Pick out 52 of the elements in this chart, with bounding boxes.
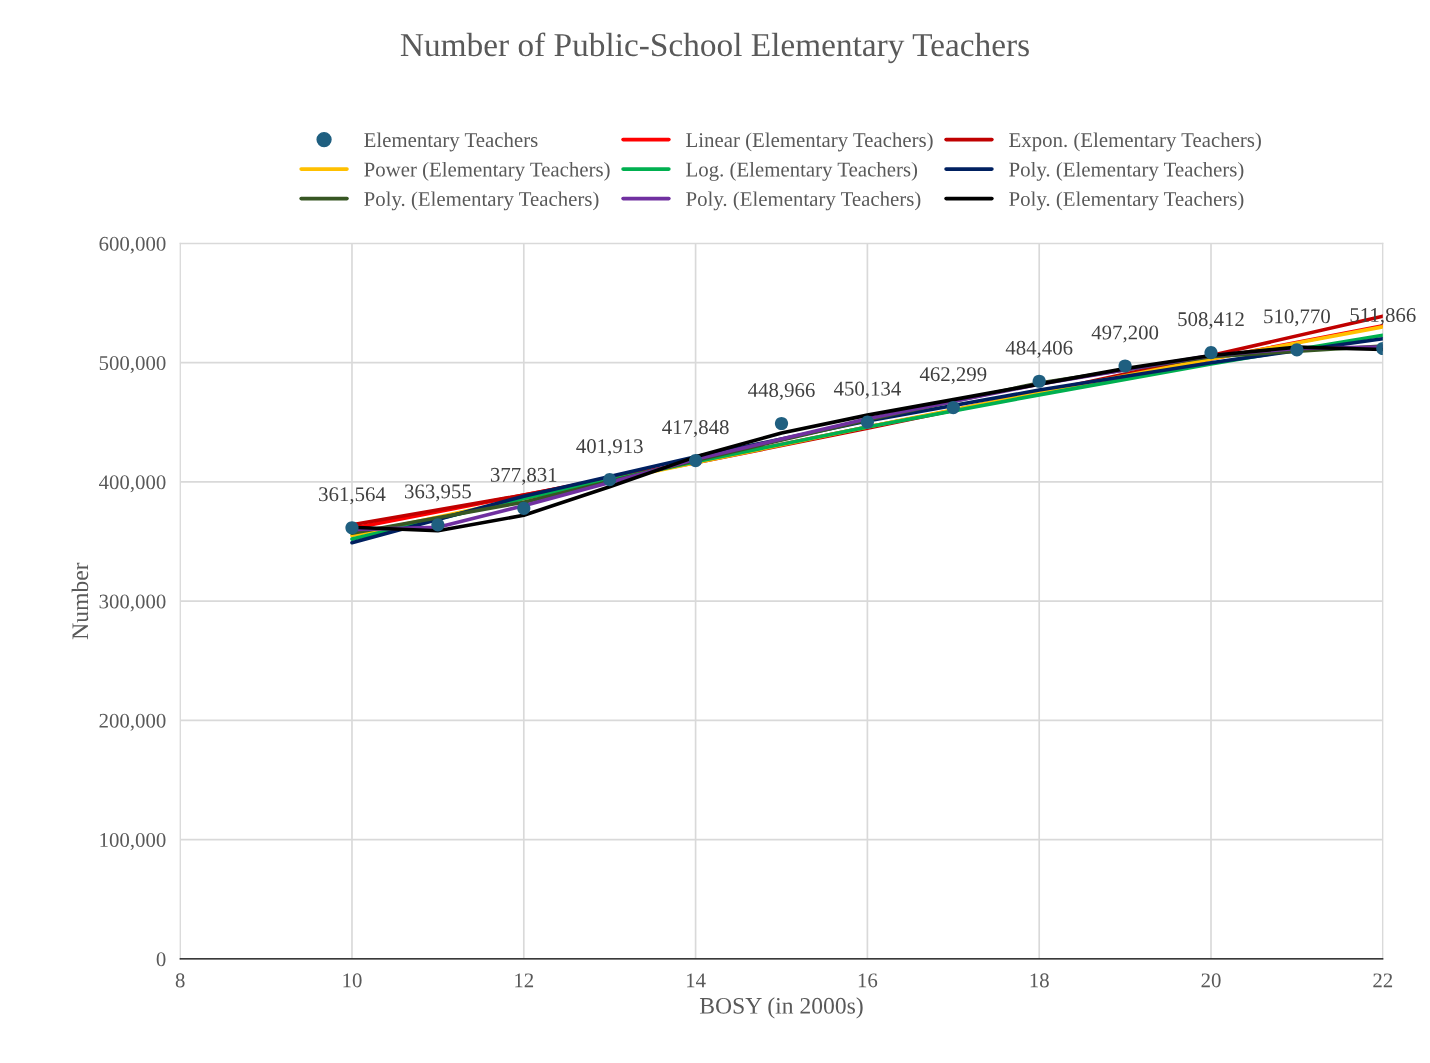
data-label: 401,913 — [576, 439, 643, 457]
point — [345, 521, 359, 535]
x-tick-label: 20 — [1201, 973, 1221, 988]
data-label: 363,955 — [405, 484, 471, 502]
x-tick-label: 18 — [1030, 973, 1049, 988]
legend-label: Poly. (Elementary Teachers) — [1009, 161, 1244, 181]
data-label: 448,966 — [748, 383, 815, 401]
x-axis-title: BOSY (in 2000s) — [699, 997, 863, 1019]
y-tick-label: 0 — [156, 952, 166, 967]
point — [517, 501, 531, 515]
data-label: 497,200 — [1091, 325, 1159, 343]
legend-label: Elementary Teachers — [364, 132, 538, 152]
point — [946, 401, 960, 415]
point — [689, 454, 703, 468]
y-tick-label: 600,000 — [99, 236, 166, 254]
x-tick-label: 14 — [687, 973, 706, 988]
legend-label: Power (Elementary Teachers) — [364, 161, 610, 181]
point — [431, 518, 445, 532]
legend-label: Poly. (Elementary Teachers) — [686, 191, 921, 211]
x-tick-label: 8 — [175, 973, 185, 988]
legend-label: Expon. (Elementary Teachers) — [1009, 132, 1261, 152]
data-label: 462,299 — [919, 367, 987, 385]
y-tick-label: 100,000 — [100, 832, 166, 851]
point — [1032, 374, 1046, 388]
point — [860, 415, 874, 429]
point — [1118, 359, 1132, 373]
y-tick-label: 400,000 — [98, 475, 166, 493]
x-tick-label: 10 — [343, 973, 362, 988]
legend-label: Linear (Elementary Teachers) — [686, 132, 933, 152]
data-label: 361,564 — [319, 487, 386, 505]
chart-title: Number of Public-School Elementary Teachers — [400, 32, 1029, 64]
point — [603, 473, 617, 487]
point — [774, 416, 789, 431]
point — [1290, 343, 1304, 357]
point — [1204, 346, 1218, 360]
x-tick-label: 12 — [515, 973, 534, 988]
y-tick-label: 200,000 — [99, 713, 166, 731]
y-tick-label: 500,000 — [99, 356, 166, 374]
y-axis-title: Number — [71, 562, 89, 640]
y-tick-label: 300,000 — [99, 594, 166, 612]
x-tick-label: 16 — [858, 973, 878, 988]
x-tick-label: 22 — [1373, 973, 1393, 988]
data-label: 484,406 — [1005, 340, 1073, 358]
data-label: 417,848 — [662, 420, 729, 438]
legend-label: Poly. (Elementary Teachers) — [1009, 191, 1244, 211]
data-label: 377,831 — [490, 467, 557, 485]
legend-label: Log. (Elementary Teachers) — [686, 161, 918, 181]
legend-label: Poly. (Elementary Teachers) — [364, 191, 599, 211]
data-label: 508,412 — [1178, 312, 1244, 330]
data-label: 510,770 — [1264, 309, 1330, 327]
data-label: 450,134 — [833, 381, 901, 399]
data-label: 511,866 — [1350, 308, 1416, 326]
